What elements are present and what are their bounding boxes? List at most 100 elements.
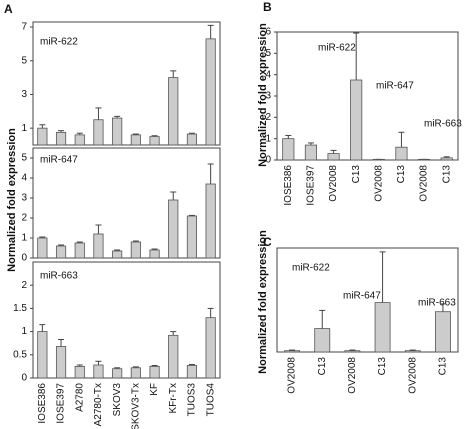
annotation: miR-622 [292,263,330,274]
bar [168,334,179,379]
bar [186,133,198,146]
x-tick-label: C13 [441,165,452,184]
y-tick-label: 5 [265,48,271,59]
y-tick-label: 4 [21,173,27,184]
plot-frame [276,247,459,353]
bar [372,158,385,161]
y-tick-label: 0 [21,373,27,384]
bar [168,77,179,146]
bar [418,158,431,161]
bar [130,241,141,259]
annotation: miR-663 [424,119,462,130]
annotation: miR-647 [376,81,414,92]
bar [93,119,104,146]
bar [149,249,160,259]
bar [395,146,408,161]
bar [404,350,421,353]
x-tick-label: A2780 [74,383,85,412]
bar [112,368,123,379]
x-tick-label: SKOV3-Tx [130,383,141,429]
y-tick-label: 4 [265,69,271,80]
annotation: miR-647 [343,291,381,302]
x-tick-label: OV2008 [407,357,418,394]
panel-label: B [263,0,272,14]
x-tick-label: IOSE397 [56,383,67,424]
plot-frame [32,147,221,259]
bar [344,350,361,353]
y-tick-label: 2 [21,280,27,291]
y-tick-label: 6 [265,27,271,38]
y-axis-label: Normalized fold expression [257,230,269,374]
y-tick-label: 2 [265,112,271,123]
y-tick-label: 0.5 [13,349,27,360]
x-tick-label: OV2008 [287,357,298,394]
x-tick-label: A2780-Tx [93,383,104,426]
x-tick-label: OV2008 [328,165,339,202]
bar [304,144,317,161]
bar [130,134,141,146]
plot-frame [32,21,221,146]
bar [205,317,216,379]
bar [93,233,104,259]
bar [434,311,451,353]
x-tick-label: OV2008 [373,165,384,202]
y-tick-label: 3 [21,193,27,204]
bar [186,215,198,259]
y-tick-label: 2 [21,213,27,224]
x-tick-label: C13 [396,165,407,184]
x-tick-label: TUOS4 [205,383,216,417]
x-tick-label: C13 [438,357,449,376]
bar [37,331,48,379]
x-tick-label: SKOV3 [112,383,123,417]
x-tick-label: KFr-Tx [168,383,179,414]
bar [74,242,85,259]
bar [284,350,301,353]
bar [55,131,67,146]
bar [74,365,85,379]
annotation: miR-622 [40,37,78,48]
bar [186,365,198,379]
y-tick-label: 1 [21,123,27,134]
bar [130,367,141,379]
y-tick-label: 0 [265,155,271,166]
y-axis-label: Normalized fold expression [6,128,18,272]
bar [350,79,363,161]
bar [374,302,391,353]
x-tick-label: C13 [351,165,362,184]
y-tick-label: 3 [21,89,27,100]
bar [314,328,331,353]
annotation: miR-647 [40,155,78,166]
x-tick-label: OV2008 [347,357,358,394]
bar [74,134,85,146]
panel-label: C [263,235,272,249]
annotation: miR-663 [40,271,78,282]
bar [37,237,48,259]
bar [205,183,216,259]
bar [149,136,160,146]
y-tick-label: 1.5 [13,303,27,314]
bar [55,245,67,259]
bar [168,199,179,259]
bar [37,127,48,146]
y-axis-label: Normalized fold expression [257,23,269,167]
bar [440,157,453,161]
x-tick-label: C13 [377,357,388,376]
x-tick-label: KF [149,383,160,396]
plot-frame [276,31,459,161]
y-tick-label: 1 [21,233,27,244]
x-tick-label: C13 [317,357,328,376]
plot-frame [32,261,221,379]
y-tick-label: 1 [265,133,271,144]
y-tick-label: 5 [21,153,27,164]
y-tick-label: 7 [21,22,27,33]
bar [112,250,123,259]
annotation: miR-663 [418,298,456,309]
x-tick-label: TUOS3 [187,383,198,417]
y-tick-label: 3 [265,91,271,102]
y-tick-label: 1 [21,326,27,337]
bar [112,117,123,146]
x-tick-label: IOSE397 [306,165,317,206]
bar [149,365,160,379]
x-tick-label: IOSE386 [37,383,48,424]
